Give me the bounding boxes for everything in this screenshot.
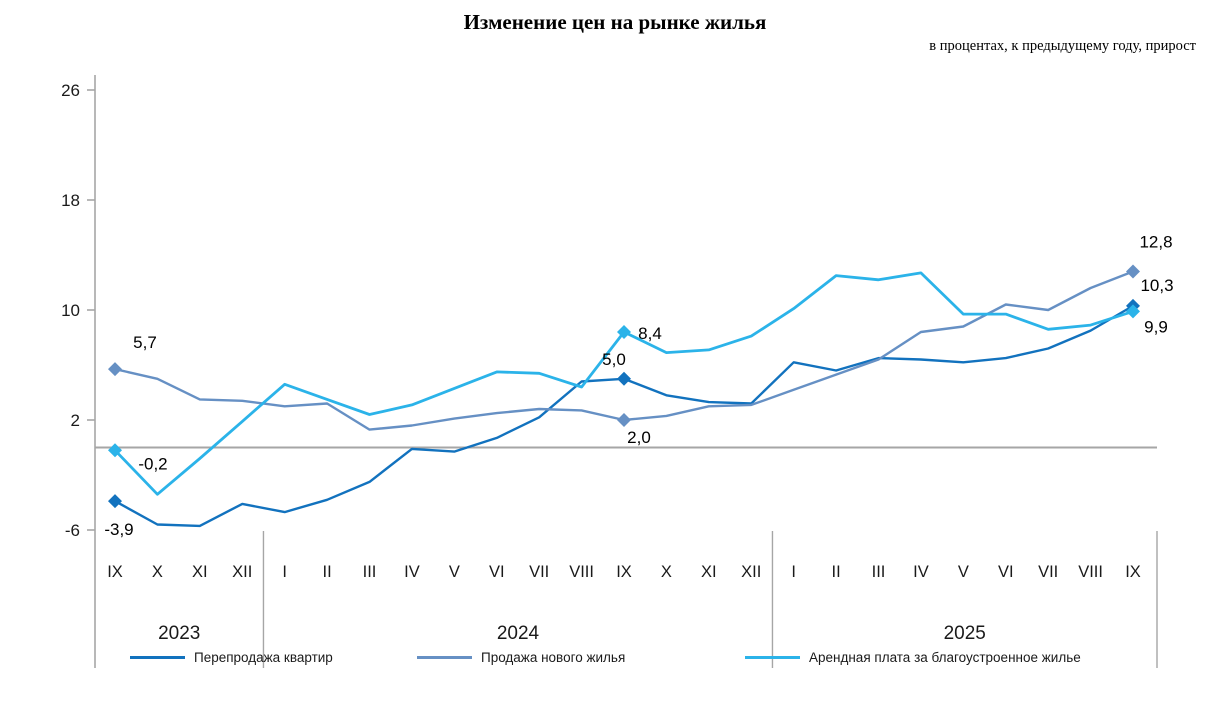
month-label: II bbox=[322, 563, 331, 581]
data-label: 10,3 bbox=[1140, 276, 1173, 295]
month-label: XII bbox=[741, 563, 761, 581]
month-label: III bbox=[363, 563, 377, 581]
y-axis-tick-label: 2 bbox=[71, 411, 80, 430]
month-label: VIII bbox=[569, 563, 594, 581]
series-marker-diamond-2 bbox=[617, 325, 631, 339]
data-label: -0,2 bbox=[138, 454, 167, 473]
month-label: IV bbox=[913, 563, 929, 581]
month-label: XII bbox=[232, 563, 252, 581]
y-axis-tick-label: 18 bbox=[61, 191, 80, 210]
series-marker-diamond-1 bbox=[108, 362, 122, 377]
data-label: 5,7 bbox=[133, 333, 157, 352]
y-axis-tick-label: -6 bbox=[65, 521, 80, 540]
month-label: XI bbox=[701, 563, 717, 581]
month-label: IX bbox=[107, 563, 123, 581]
month-label: I bbox=[282, 563, 287, 581]
year-label: 2024 bbox=[497, 623, 540, 644]
month-label: VI bbox=[489, 563, 505, 581]
series-marker-diamond-2 bbox=[1126, 304, 1140, 319]
month-label: IV bbox=[404, 563, 420, 581]
month-label: VIII bbox=[1078, 563, 1103, 581]
data-label: 8,4 bbox=[638, 324, 662, 343]
month-label: IX bbox=[1125, 563, 1141, 581]
y-axis-tick-label: 10 bbox=[61, 301, 80, 320]
month-label: V bbox=[958, 563, 969, 581]
series-marker-diamond-2 bbox=[108, 443, 122, 458]
month-label: X bbox=[661, 563, 672, 581]
series-marker-diamond-0 bbox=[617, 371, 631, 386]
month-label: VII bbox=[1038, 563, 1058, 581]
y-axis-tick-label: 26 bbox=[61, 81, 80, 100]
month-label: IX bbox=[616, 563, 632, 581]
chart-title: Изменение цен на рынке жилья bbox=[463, 10, 767, 34]
data-label: 5,0 bbox=[602, 350, 626, 369]
month-label: V bbox=[449, 563, 460, 581]
data-label: 2,0 bbox=[627, 428, 651, 447]
data-label: 12,8 bbox=[1139, 233, 1172, 252]
series-marker-diamond-1 bbox=[1126, 264, 1140, 279]
month-label: I bbox=[791, 563, 796, 581]
series-marker-diamond-1 bbox=[617, 413, 631, 427]
month-label: VI bbox=[998, 563, 1014, 581]
month-label: X bbox=[152, 563, 163, 581]
year-label: 2025 bbox=[944, 623, 986, 644]
month-label: II bbox=[831, 563, 840, 581]
chart-subtitle: в процентах, к предыдущему году, прирост bbox=[929, 38, 1196, 54]
data-label: 9,9 bbox=[1144, 317, 1168, 336]
month-label: VII bbox=[529, 563, 549, 581]
data-label: -3,9 bbox=[104, 520, 133, 539]
series-marker-diamond-0 bbox=[108, 494, 122, 509]
month-label: III bbox=[872, 563, 886, 581]
month-label: XI bbox=[192, 563, 208, 581]
year-label: 2023 bbox=[158, 623, 200, 644]
